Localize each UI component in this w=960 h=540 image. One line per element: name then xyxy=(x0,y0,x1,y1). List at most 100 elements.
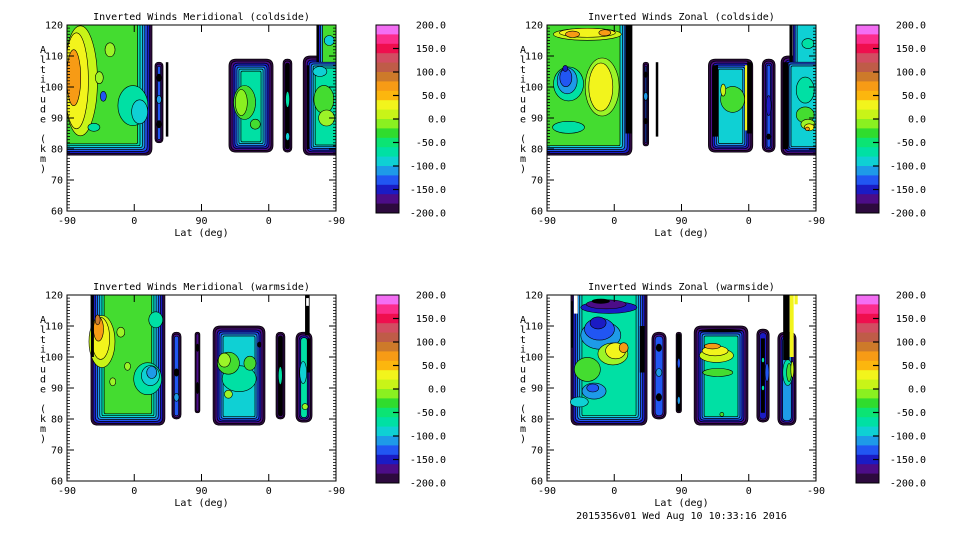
colorbar-band xyxy=(376,464,399,475)
y-tick-label: 100 xyxy=(45,83,63,94)
contour-patch xyxy=(148,311,164,329)
colorbar-tick-label: 0.0 xyxy=(908,115,926,126)
contour-patch xyxy=(702,368,734,377)
colorbar-tick-label: 50.0 xyxy=(902,91,926,102)
colorbar: 200.0 150.0 100.0 50.0 0.0 -50.0 -100.0 -150.0 -… xyxy=(375,21,446,220)
contour-patch xyxy=(764,363,770,382)
contour-line xyxy=(316,25,319,63)
y-tick-label: 120 xyxy=(525,291,543,302)
x-tick-label: 0 xyxy=(266,486,272,497)
contour-patch xyxy=(790,361,795,378)
colorbar-band xyxy=(376,147,399,158)
contour-patch xyxy=(783,295,790,361)
contour-patch xyxy=(173,393,180,402)
colorbar-tick-label: -100.0 xyxy=(890,162,926,173)
panel-title: Inverted Winds Meridional (warmside) xyxy=(93,282,310,293)
colorbar-band xyxy=(376,454,399,465)
x-tick-label: -90 xyxy=(58,486,76,497)
colorbar-band xyxy=(376,304,399,315)
contour-patch xyxy=(195,382,199,394)
svg-text:(: ( xyxy=(40,404,46,415)
contour-patch xyxy=(589,316,607,330)
colorbar-tick-label: -100.0 xyxy=(890,432,926,443)
contour-patch xyxy=(301,403,309,410)
contour-blob xyxy=(88,295,166,426)
y-tick-label: 120 xyxy=(45,291,63,302)
colorbar-band xyxy=(856,454,879,465)
svg-text:t: t xyxy=(520,85,526,96)
svg-text:l: l xyxy=(520,55,526,66)
contour-patch xyxy=(218,352,231,368)
contour-patch xyxy=(90,295,94,357)
contour-patch xyxy=(131,99,148,125)
contour-patch xyxy=(618,342,629,353)
contour-patch xyxy=(565,30,580,38)
y-tick-label: 90 xyxy=(51,114,63,125)
contour-blob xyxy=(171,331,182,420)
axis-ticks xyxy=(546,24,817,212)
y-tick-label: 80 xyxy=(531,145,543,156)
colorbar: 200.0 150.0 100.0 50.0 0.0 -50.0 -100.0 -150.0 -… xyxy=(855,291,926,490)
axis-ticks xyxy=(66,24,337,212)
contour-core xyxy=(676,333,681,412)
contour-blob xyxy=(642,61,650,147)
contour-patch xyxy=(116,326,126,338)
x-tick-label: -90 xyxy=(807,216,825,227)
svg-text:d: d xyxy=(40,374,46,385)
x-tick-label: 90 xyxy=(675,486,687,497)
svg-text:(: ( xyxy=(520,404,526,415)
svg-text:l: l xyxy=(520,325,526,336)
x-tick-label: -90 xyxy=(327,216,345,227)
colorbar: 200.0 150.0 100.0 50.0 0.0 -50.0 -100.0 -150.0 -… xyxy=(375,291,446,490)
colorbar-band xyxy=(856,445,879,456)
svg-text:t: t xyxy=(40,65,46,76)
colorbar-band xyxy=(376,90,399,101)
svg-text:): ) xyxy=(520,164,526,175)
plot-area xyxy=(67,25,336,156)
contour-patch xyxy=(677,357,681,369)
contour-patch xyxy=(598,29,612,37)
contour-patch xyxy=(305,295,310,336)
svg-text:k: k xyxy=(520,414,526,425)
x-tick-label: 0 xyxy=(131,486,137,497)
colorbar-band xyxy=(376,128,399,139)
svg-text:): ) xyxy=(520,434,526,445)
colorbar-band xyxy=(376,194,399,205)
x-axis-label: Lat (deg) xyxy=(654,228,709,239)
colorbar-band xyxy=(376,436,399,446)
contour-patch xyxy=(720,86,745,113)
svg-text:t: t xyxy=(520,65,526,76)
colorbar-tick-label: 50.0 xyxy=(902,361,926,372)
svg-text:k: k xyxy=(40,144,46,155)
colorbar-band xyxy=(376,203,399,214)
colorbar-tick-label: -150.0 xyxy=(890,185,926,196)
plot-area xyxy=(547,25,816,156)
contour-patch xyxy=(552,121,585,134)
colorbar-tick-label: 100.0 xyxy=(416,338,446,349)
colorbar-band xyxy=(856,360,879,371)
colorbar-band xyxy=(376,398,399,409)
colorbar-band xyxy=(376,445,399,456)
colorbar-band xyxy=(856,342,879,352)
contour-patch xyxy=(801,38,815,49)
contour-patch xyxy=(569,396,589,408)
colorbar-band xyxy=(376,81,399,92)
contour-patch xyxy=(586,383,600,393)
contour-patch xyxy=(299,361,307,384)
colorbar-tick-label: -200.0 xyxy=(890,209,926,220)
svg-text:A: A xyxy=(40,315,46,326)
contour-patch xyxy=(766,133,772,140)
colorbar-band xyxy=(376,25,399,35)
contour-blob xyxy=(675,331,682,414)
contour-patch xyxy=(307,338,311,373)
colorbar-band xyxy=(856,137,879,148)
colorbar-band xyxy=(376,426,399,437)
colorbar-band xyxy=(856,389,879,399)
panel-3: -90 0 90 0 -9012011010090807060Altitude(km)2… xyxy=(520,291,926,498)
contour-patch xyxy=(698,328,743,333)
colorbar-band xyxy=(856,464,879,475)
contour-patch xyxy=(94,314,101,326)
colorbar-band xyxy=(376,175,399,186)
colorbar-tick-label: 150.0 xyxy=(416,314,446,325)
